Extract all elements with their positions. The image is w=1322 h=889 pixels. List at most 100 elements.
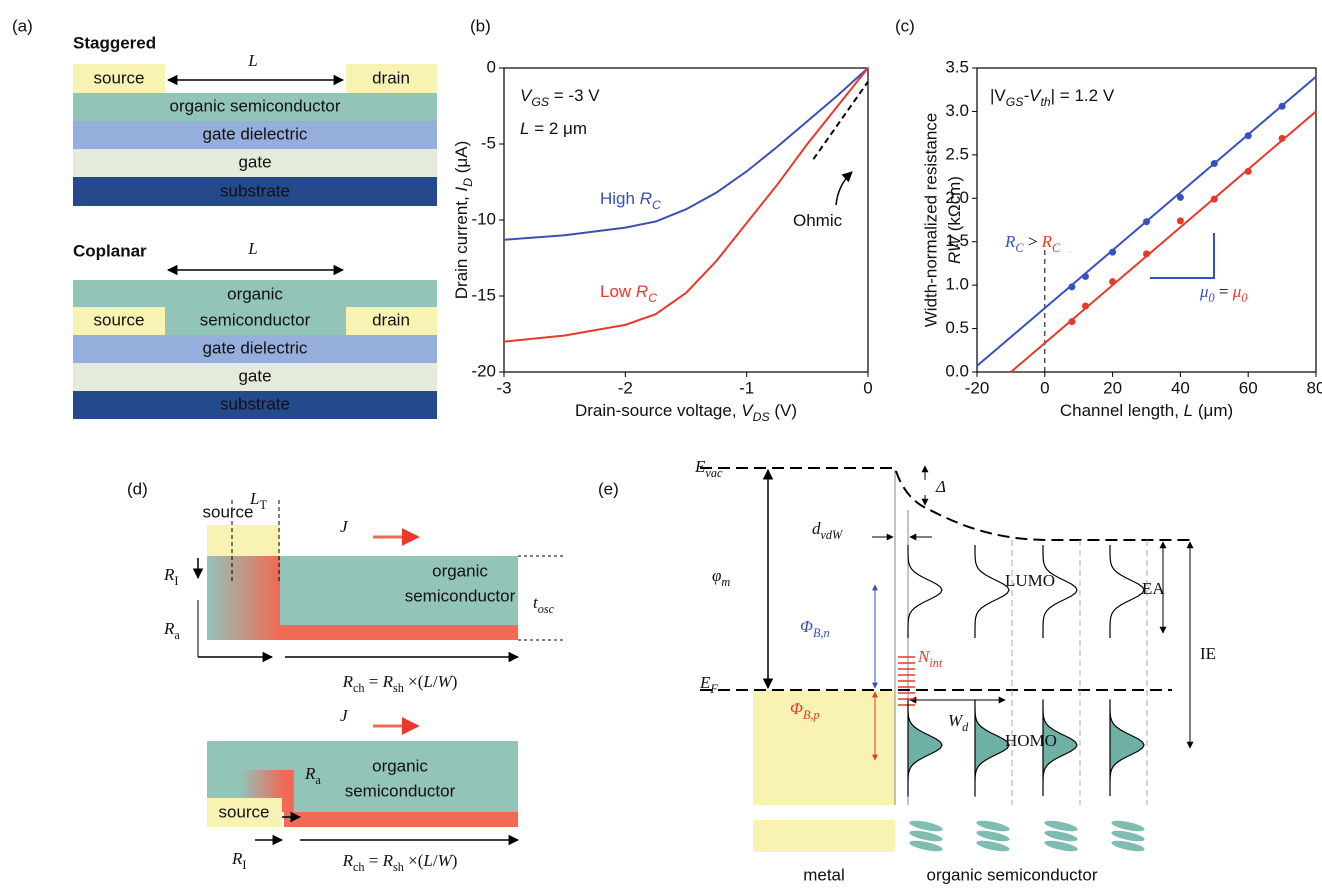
layer: gate <box>238 152 271 171</box>
text-part: R <box>163 619 175 638</box>
text-part: L <box>422 851 432 870</box>
text-part: = <box>365 851 383 870</box>
x-tick-label: 0 <box>863 378 872 397</box>
text-part: ) <box>452 851 458 870</box>
text-part: R <box>636 282 648 301</box>
line <box>504 68 868 342</box>
text-part: th <box>1040 95 1050 109</box>
drain: drain <box>372 310 410 329</box>
text-part: osc <box>538 602 555 616</box>
text-part: R <box>640 189 652 208</box>
y-tick-label: -5 <box>481 133 496 152</box>
point <box>1109 278 1116 285</box>
text-part: = <box>1215 282 1233 301</box>
label: φm <box>712 566 730 589</box>
label: Δ <box>935 477 946 496</box>
current: J <box>340 706 349 725</box>
lumo-dos <box>908 545 942 638</box>
text-part: C <box>652 198 661 212</box>
label: Evac <box>694 457 723 480</box>
panel-label: (b) <box>470 16 491 35</box>
layer: substrate <box>220 394 290 413</box>
point <box>1143 218 1150 225</box>
text-part: Ohmic <box>793 211 843 230</box>
y-tick-label: 0.5 <box>945 318 969 337</box>
text-part: GS <box>1006 95 1025 109</box>
text-part: R <box>382 672 394 691</box>
text-part: L <box>422 672 432 691</box>
label: RI <box>163 565 178 588</box>
layer: organic semiconductor <box>169 96 340 115</box>
label: tosc <box>533 593 555 616</box>
label: organic semiconductor <box>926 865 1097 884</box>
source: source <box>93 68 144 87</box>
label: metal <box>803 865 845 884</box>
lumo-dos <box>1110 545 1144 638</box>
text-part: μ <box>1232 282 1242 301</box>
point <box>1177 194 1184 201</box>
label: RI <box>231 849 246 872</box>
text-part: Low <box>600 282 636 301</box>
x-tick-label: -1 <box>739 378 754 397</box>
x-tick-label: -2 <box>618 378 633 397</box>
y-tick-label: -15 <box>471 285 496 304</box>
panel-label: (d) <box>127 479 148 498</box>
text-part: ×( <box>404 672 424 691</box>
text-part: Drain-source voltage, <box>575 401 741 420</box>
label: Ra <box>163 619 180 642</box>
text-part: = -3 V <box>549 86 600 105</box>
text-part: DS <box>753 410 771 424</box>
label: Nint <box>917 647 943 670</box>
series-label: Ohmic <box>793 211 843 230</box>
series-label: Low RC <box>600 282 657 305</box>
text-part: L <box>1184 401 1193 420</box>
y-axis-label: RW (kΩcm) <box>945 176 964 264</box>
text-part: int <box>929 656 943 670</box>
source: source <box>218 802 269 821</box>
point <box>1082 273 1089 280</box>
x-tick-label: 0 <box>1040 378 1049 397</box>
homo-dos <box>908 700 942 796</box>
text-part: Φ <box>790 699 803 718</box>
structure-title: Coplanar <box>73 241 147 260</box>
lumo-dos <box>1043 545 1077 638</box>
panel-label: (c) <box>895 16 915 35</box>
text-part: = <box>365 672 383 691</box>
text-part: (V) <box>770 401 797 420</box>
panel-e-shapes <box>700 466 1195 853</box>
x-tick-label: -3 <box>496 378 511 397</box>
point <box>1068 283 1075 290</box>
text-part: C <box>1052 241 1061 255</box>
y-tick-label: -10 <box>471 209 496 228</box>
drain: drain <box>372 68 410 87</box>
x-axis-label: Channel length, L (μm) <box>1060 401 1233 420</box>
x-axis-label: Drain-source voltage, VDS (V) <box>575 401 797 424</box>
text-part: E <box>699 673 711 692</box>
text-part: |V <box>990 86 1006 105</box>
text-part: sh <box>393 681 404 695</box>
x-tick-label: -20 <box>965 378 990 397</box>
layer: organic <box>432 561 488 580</box>
text-part: D <box>461 178 475 187</box>
text-part: F <box>709 682 718 696</box>
label: EF <box>699 673 718 696</box>
y-tick-label: 3.5 <box>945 57 969 76</box>
text-part: B,n <box>813 626 830 640</box>
label: EA <box>1142 579 1165 598</box>
text-part: d <box>962 720 969 734</box>
label: LUMO <box>1005 571 1055 590</box>
point <box>1109 249 1116 256</box>
point <box>1279 103 1286 110</box>
text-part: Channel length, <box>1060 401 1184 420</box>
text-part: R <box>304 764 316 783</box>
text-part: Φ <box>800 617 813 636</box>
text-part: (μA) <box>452 141 471 178</box>
text-part: RW <box>945 234 964 264</box>
y-tick-label: 0.0 <box>945 361 969 380</box>
point <box>1068 318 1075 325</box>
text-part: ch <box>353 860 365 874</box>
lumo-dos <box>975 545 1009 638</box>
length-label: L <box>247 51 257 70</box>
equation: Rch = Rsh ×(L/W) <box>342 672 458 695</box>
layer: semiconductor <box>345 781 456 800</box>
